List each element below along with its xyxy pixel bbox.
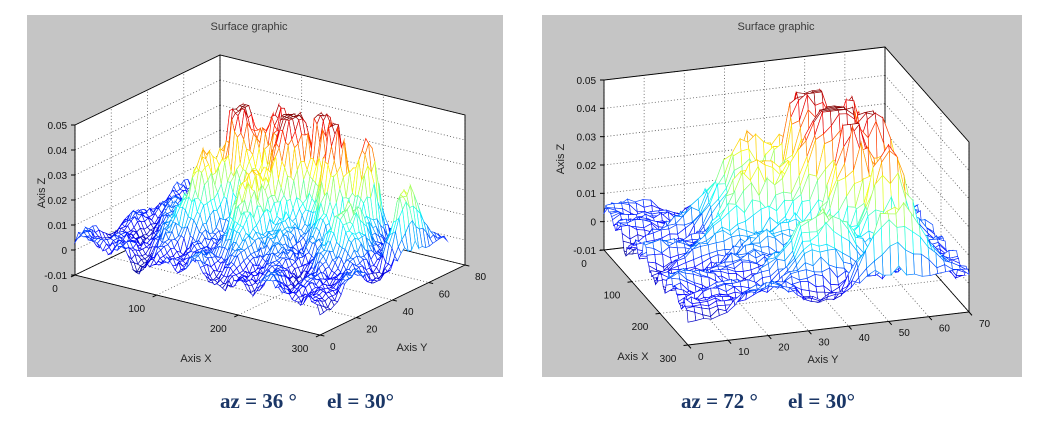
surface-plot-left-canvas bbox=[27, 15, 503, 377]
figure-panel-right: Surface graphic Axis X Axis Y Axis Z bbox=[542, 15, 1022, 377]
surface-plot-right-canvas bbox=[542, 15, 1022, 377]
axis-x-label-right: Axis X bbox=[617, 351, 649, 363]
plot-title-right: Surface graphic bbox=[737, 21, 815, 33]
caption-right: az = 72 ° el = 30° bbox=[681, 389, 855, 414]
figure-panel-left: Surface graphic Axis X Axis Y Axis Z bbox=[27, 15, 503, 377]
plot-title-left: Surface graphic bbox=[210, 21, 288, 33]
axis-z-label-left: Axis Z bbox=[36, 177, 48, 209]
axis-y-label-right: Axis Y bbox=[807, 354, 839, 366]
axis-x-label-left: Axis X bbox=[180, 353, 212, 365]
caption-left-el: el = 30° bbox=[326, 389, 394, 413]
axis-y-label-left: Axis Y bbox=[396, 342, 428, 354]
caption-right-el: el = 30° bbox=[787, 389, 855, 413]
caption-right-az: az = 72 ° bbox=[681, 389, 758, 413]
caption-left: az = 36 ° el = 30° bbox=[220, 389, 394, 414]
axis-z-label-right: Axis Z bbox=[555, 143, 567, 175]
caption-left-az: az = 36 ° bbox=[220, 389, 297, 413]
